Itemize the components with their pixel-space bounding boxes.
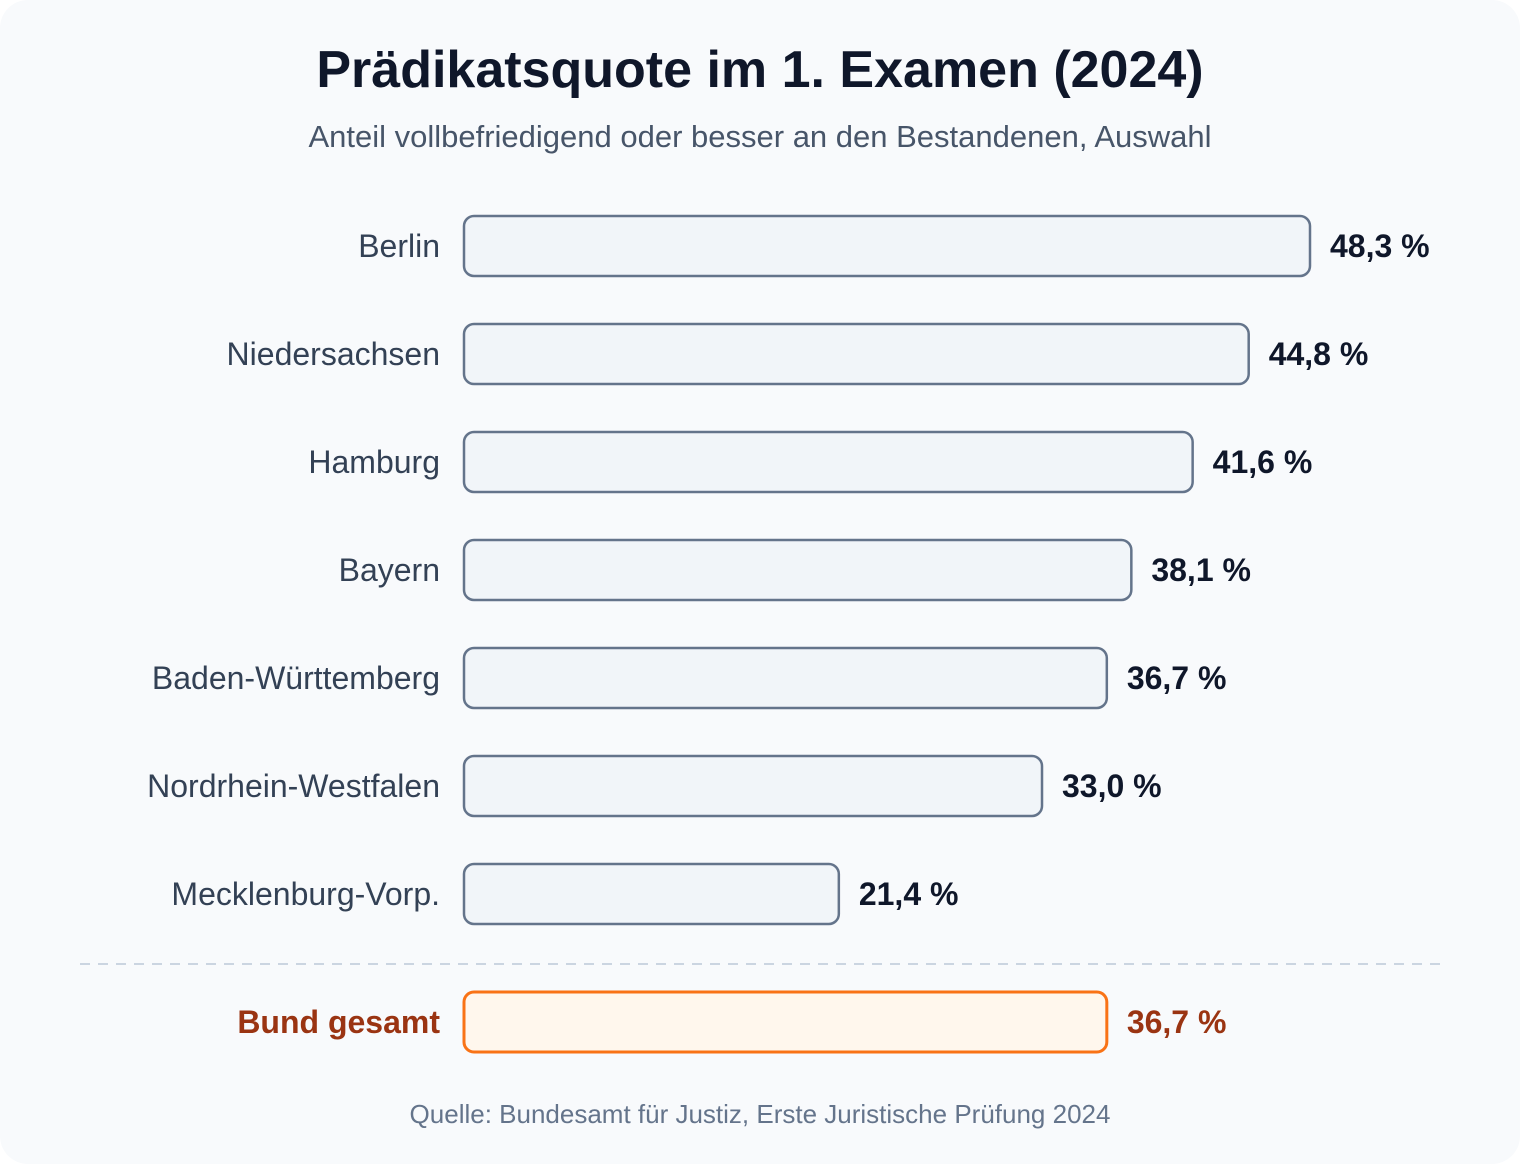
data-label: 36,7 % xyxy=(1127,660,1227,696)
chart-title: Prädikatsquote im 1. Examen (2024) xyxy=(316,41,1204,99)
category-label: Baden-Württemberg xyxy=(152,660,440,696)
category-label: Bayern xyxy=(339,552,440,588)
category-label: Mecklenburg-Vorp. xyxy=(171,876,440,912)
bar xyxy=(462,214,1312,278)
data-label: 44,8 % xyxy=(1269,336,1369,372)
data-label: 33,0 % xyxy=(1062,768,1162,804)
bar xyxy=(462,754,1044,818)
chart-source: Quelle: Bundesamt für Justiz, Erste Juri… xyxy=(409,1099,1111,1129)
category-label: Hamburg xyxy=(308,444,440,480)
data-label: 41,6 % xyxy=(1213,444,1313,480)
category-label: Niedersachsen xyxy=(227,336,440,372)
bar xyxy=(462,646,1109,710)
data-label: 48,3 % xyxy=(1330,228,1430,264)
bar xyxy=(462,322,1250,386)
chart-subtitle: Anteil vollbefriedigend oder besser an d… xyxy=(308,119,1212,154)
category-label: Nordrhein-Westfalen xyxy=(147,768,440,804)
data-label: 38,1 % xyxy=(1151,552,1251,588)
total-data-label: 36,7 % xyxy=(1127,1004,1227,1040)
bar xyxy=(462,430,1194,494)
total-bar xyxy=(462,990,1109,1054)
total-category-label: Bund gesamt xyxy=(237,1004,440,1040)
category-label: Berlin xyxy=(358,228,440,264)
data-label: 21,4 % xyxy=(859,876,959,912)
bar xyxy=(462,862,841,926)
bar xyxy=(462,538,1133,602)
